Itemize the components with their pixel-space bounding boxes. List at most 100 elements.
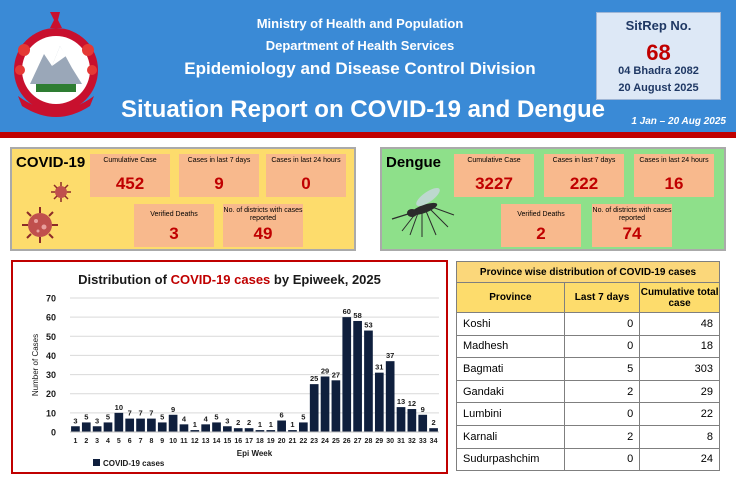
bar [288,430,297,432]
x-tick-label: 24 [321,438,329,445]
table-row: Bagmati 5 303 [456,357,720,381]
stat-label: Verified Deaths [150,211,198,218]
x-tick-label: 32 [408,438,416,445]
dengue-summary-panel: Dengue Cumulative Case 3227 Cases in las… [380,147,726,251]
x-tick-label: 29 [375,438,383,445]
column-header: Province [456,282,565,313]
x-tick-label: 34 [430,438,438,445]
province-table: Province wise distribution of COVID-19 c… [456,261,720,472]
data-label: 53 [364,321,372,330]
province-name-cell: Koshi [456,312,565,336]
legend-swatch [93,459,100,466]
data-label: 27 [332,370,340,379]
column-header: Last 7 days [563,282,641,313]
last7-cell: 0 [563,334,641,359]
bar [223,426,232,432]
x-tick-label: 1 [73,438,77,445]
covid-panel-title: COVID-19 [16,154,86,171]
stat-value: 3 [169,224,179,243]
stat-label: Cases in last 7 days [552,157,616,164]
table-row: Karnali 2 8 [456,424,720,449]
data-label: 7 [149,409,153,418]
bar [136,418,145,432]
bar [342,317,352,432]
x-tick-label: 5 [117,438,121,445]
data-label: 3 [73,416,77,425]
table-caption: Province wise distribution of COVID-19 c… [456,261,720,283]
dengue-panel-title: Dengue [386,154,442,171]
stat-label: Cases in last 24 hours [639,157,709,164]
data-label: 5 [84,412,88,421]
stat-value: 3227 [475,174,513,193]
data-label: 9 [171,405,175,414]
stat-label: Verified Deaths [517,211,565,218]
x-tick-label: 20 [278,438,286,445]
covid-cumulative-card: Cumulative Case 452 [90,154,170,197]
x-tick-label: 31 [397,438,405,445]
stat-label: Cases in last 24 hours [271,157,341,164]
stat-value: 2 [536,224,546,243]
bar [201,424,211,432]
cumulative-cell: 18 [639,334,720,359]
header-divider [0,132,736,138]
y-tick-label: 40 [46,351,56,361]
stat-label: No. of districts with cases reported [592,207,672,222]
bar [331,380,341,432]
table-row: Sudurpashchim 0 24 [456,447,720,472]
data-label: 5 [106,412,110,421]
department-name: Department of Health Services [265,38,455,53]
x-tick-label: 27 [354,438,362,445]
data-label: 2 [236,418,240,427]
chart-title: Distribution of COVID-19 cases by Epiwee… [13,272,446,287]
x-tick-label: 14 [213,438,221,445]
table-row: Gandaki 2 29 [456,379,720,404]
stat-value: 49 [253,224,273,243]
data-label: 1 [290,420,294,429]
data-label: 58 [353,311,361,320]
table-row: Madhesh 0 18 [456,334,720,359]
data-label: 5 [160,412,164,421]
bar [92,426,102,432]
report-header: Ministry of Health and Population Depart… [0,0,736,132]
last7-cell: 0 [563,447,641,472]
virus-icon-large [22,207,58,243]
cumulative-cell: 8 [639,424,720,449]
data-label: 31 [375,363,383,372]
data-label: 3 [225,416,229,425]
cumulative-cell: 48 [639,312,720,336]
division-name: Epidemiology and Disease Control Divisio… [184,59,536,78]
x-tick-label: 18 [256,438,264,445]
stat-label: Cumulative Case [467,157,521,164]
bar [407,409,417,432]
cumulative-cell: 303 [639,357,720,381]
x-tick-label: 30 [386,438,394,445]
bar [147,418,156,432]
x-tick-label: 6 [128,438,132,445]
cumulative-cell: 29 [639,379,720,404]
data-label: 37 [386,351,394,360]
cumulative-cell: 24 [639,447,720,472]
bar [125,418,135,432]
data-label: 29 [321,366,329,375]
x-tick-label: 9 [160,438,164,445]
dengue-cumulative-card: Cumulative Case 3227 [454,154,534,197]
x-tick-label: 16 [234,438,242,445]
sitrep-label: SitRep No. [625,18,692,33]
stat-value: 222 [569,174,599,193]
x-tick-label: 10 [169,438,177,445]
covid-districts-card: No. of districts with cases reported 49 [223,204,303,247]
bar [385,361,395,432]
bar [233,428,243,432]
x-tick-label: 33 [419,438,427,445]
y-tick-label: 20 [46,389,56,399]
x-tick-label: 8 [149,438,153,445]
stat-value: 452 [115,174,145,193]
bar [364,330,373,432]
column-header: Cumulative total case [639,282,720,313]
bar [266,430,276,432]
bar [157,422,167,432]
sitrep-box: SitRep No. 68 04 Bhadra 2082 20 August 2… [596,12,721,100]
last7-cell: 5 [563,357,641,381]
bar [429,428,438,432]
table-row: Lumbini 0 22 [456,402,720,426]
